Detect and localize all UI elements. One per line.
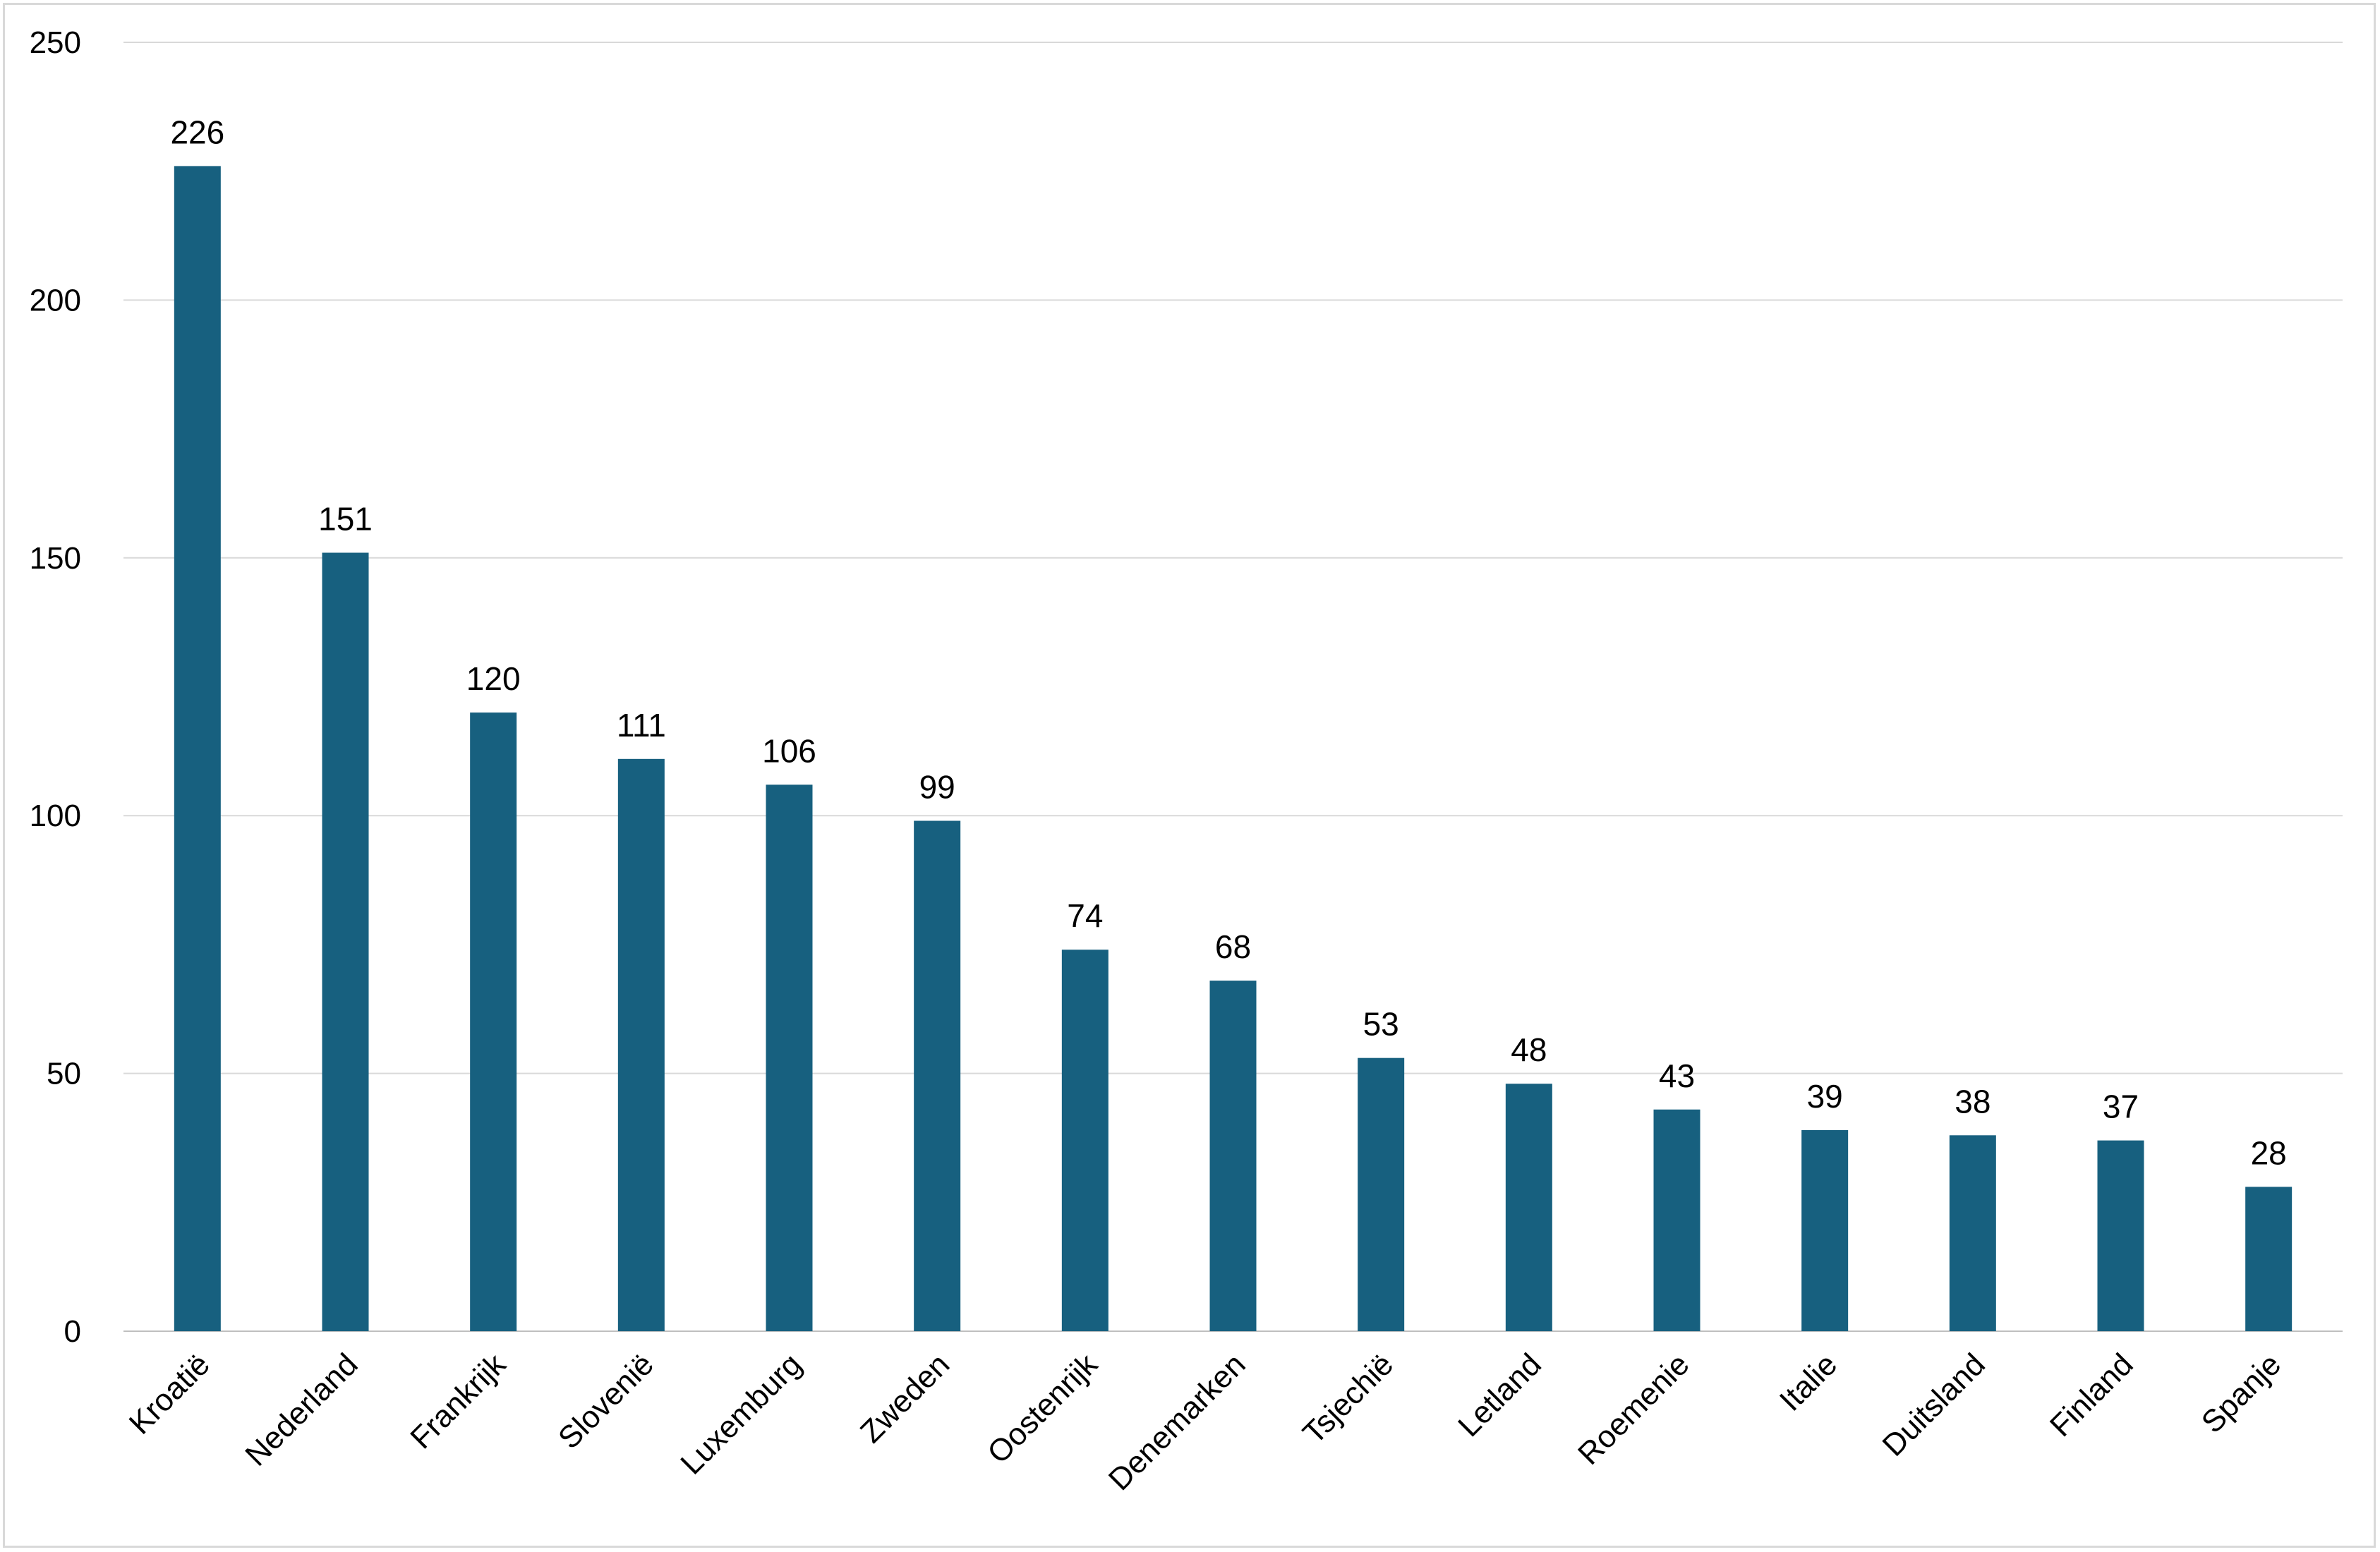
x-tick-label: Nederland: [238, 1347, 364, 1472]
data-label: 38: [1955, 1083, 1991, 1120]
x-tick-label: Frankrijk: [404, 1347, 513, 1456]
bar: [1209, 981, 1257, 1331]
data-label: 74: [1067, 897, 1103, 934]
x-tick-label: Luxemburg: [674, 1347, 808, 1481]
data-label: 48: [1511, 1031, 1547, 1068]
data-label: 111: [617, 707, 666, 744]
data-label: 99: [919, 769, 955, 806]
bar: [2097, 1140, 2144, 1331]
y-axis: 0 50 100 150 200 250: [30, 25, 81, 1349]
x-tick-label: Tsjechië: [1296, 1347, 1400, 1450]
y-tick-label: 150: [30, 541, 81, 576]
x-tick-label: Spanje: [2195, 1347, 2288, 1440]
x-tick-label: Letland: [1451, 1347, 1548, 1443]
data-label: 226: [170, 114, 224, 150]
bar: [1061, 950, 1109, 1331]
bar: [617, 758, 665, 1331]
data-label: 151: [318, 500, 373, 537]
bar: [2245, 1187, 2293, 1331]
x-tick-label: Kroatië: [123, 1347, 217, 1441]
bar: [1949, 1135, 1996, 1331]
y-tick-label: 200: [30, 283, 81, 317]
x-tick-label: Denemarken: [1102, 1347, 1252, 1497]
bar: [914, 820, 961, 1331]
bar: [1801, 1129, 1849, 1331]
y-tick-label: 0: [64, 1314, 81, 1349]
bar: [1653, 1109, 1701, 1331]
bar: [322, 552, 369, 1332]
bars: [174, 166, 2293, 1332]
data-label: 106: [762, 732, 816, 769]
data-label: 43: [1659, 1057, 1695, 1094]
data-label: 39: [1807, 1078, 1843, 1115]
x-tick-label: Oostenrijk: [981, 1347, 1104, 1470]
bar: [1505, 1084, 1552, 1331]
x-tick-label: Duitsland: [1876, 1347, 1992, 1462]
data-label: 28: [2251, 1134, 2287, 1171]
x-tick-label: Slovenië: [552, 1347, 660, 1455]
data-label: 37: [2103, 1089, 2139, 1125]
y-tick-label: 100: [30, 799, 81, 833]
y-tick-label: 250: [30, 25, 81, 60]
x-tick-label: Roemenie: [1571, 1347, 1696, 1471]
data-label: 68: [1215, 928, 1251, 965]
data-label: 120: [466, 660, 521, 697]
chart-frame: [3, 3, 2376, 1548]
bar: [174, 166, 221, 1332]
bar: [470, 713, 517, 1331]
y-tick-label: 50: [47, 1057, 81, 1091]
data-label: 53: [1363, 1006, 1399, 1043]
x-tick-label: Finland: [2043, 1347, 2140, 1443]
bar: [1358, 1057, 1405, 1331]
data-labels: 226 151 120 111 106 99 74 68 53 48 43 39 38 37 28: [170, 114, 2286, 1171]
bar: [766, 784, 813, 1331]
x-axis: Kroatië Nederland Frankrijk Slovenië Luxembu…: [123, 1347, 2288, 1497]
x-tick-label: Zweden: [854, 1347, 956, 1449]
x-tick-label: Italie: [1773, 1347, 1844, 1417]
